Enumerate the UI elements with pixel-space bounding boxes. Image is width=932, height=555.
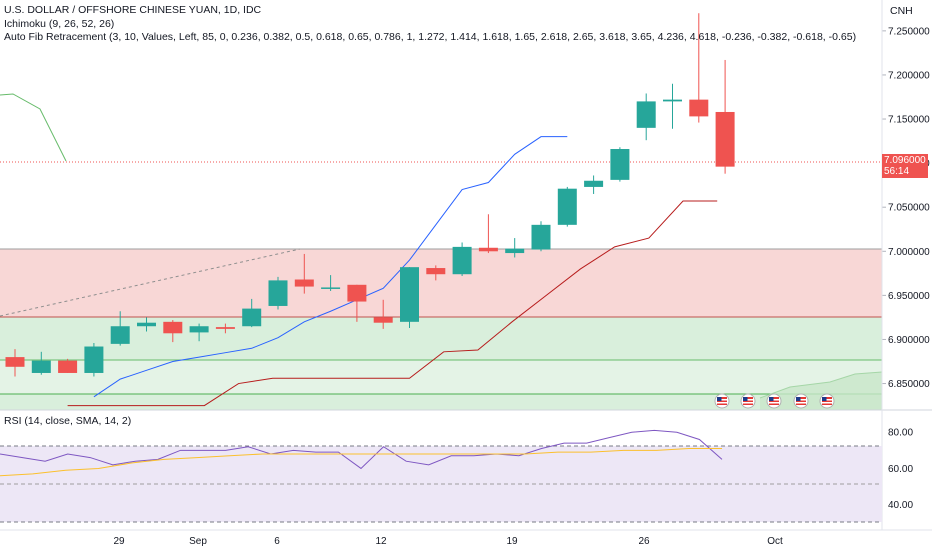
candle-body	[137, 322, 156, 327]
candle-body	[321, 287, 341, 289]
candle[interactable]	[5, 349, 25, 377]
candle-body	[347, 284, 367, 302]
candle-body	[715, 111, 735, 167]
time-tick-label: Sep	[189, 536, 207, 547]
candle-body	[400, 267, 419, 322]
candle[interactable]	[557, 186, 577, 227]
candle-body	[268, 280, 288, 306]
time-tick-label: Oct	[767, 536, 783, 547]
rsi-legend[interactable]: RSI (14, close, SMA, 14, 2)	[4, 415, 132, 427]
candle-body	[531, 224, 551, 250]
candle-body	[689, 99, 709, 117]
candle-body	[557, 188, 577, 225]
candle-body	[5, 357, 25, 367]
rsi-tick-label: 60.00	[888, 464, 913, 475]
candle[interactable]	[163, 320, 183, 343]
fib-band-bottom	[0, 394, 882, 410]
candle-body	[84, 346, 104, 373]
candle[interactable]	[689, 13, 709, 123]
time-tick-label: 19	[506, 536, 518, 547]
price-tick-label: 7.250000	[888, 26, 930, 37]
rsi-tick-label: 40.00	[888, 500, 913, 511]
candle-body	[163, 321, 183, 334]
candle[interactable]	[663, 83, 682, 129]
fib-band-upper	[0, 249, 882, 317]
last-price-tag: 7.096000 56:14	[882, 154, 928, 178]
candle-body	[373, 317, 393, 323]
time-tick-label: 29	[113, 536, 125, 547]
candle[interactable]	[400, 267, 419, 328]
candle-body	[189, 326, 209, 333]
us-flag-icon[interactable]	[766, 393, 782, 409]
candle-body	[636, 101, 656, 128]
time-tick-label: 26	[638, 536, 650, 547]
candle-body	[584, 180, 604, 187]
candle[interactable]	[137, 317, 156, 332]
ichimoku-legend[interactable]: Ichimoku (9, 26, 52, 26)	[4, 18, 115, 30]
us-flag-icon[interactable]	[740, 393, 756, 409]
rsi-line	[0, 429, 723, 470]
candle[interactable]	[505, 238, 525, 258]
price-tick-label: 7.000000	[888, 247, 930, 258]
ichimoku-cloud-edge	[759, 371, 883, 399]
candle[interactable]	[31, 351, 51, 375]
candle[interactable]	[531, 221, 551, 252]
candle[interactable]	[478, 214, 498, 254]
candle[interactable]	[373, 299, 393, 329]
candle[interactable]	[242, 298, 262, 328]
price-tick-label: 7.200000	[888, 70, 930, 81]
us-flag-icon[interactable]	[714, 393, 730, 409]
candle-body	[505, 248, 525, 254]
candle-body	[478, 247, 498, 252]
price-tick-label: 6.850000	[888, 379, 930, 390]
candle-body	[426, 268, 446, 275]
candle-body	[294, 279, 314, 287]
rsi-ma-line	[0, 448, 722, 477]
candle-body	[58, 360, 78, 373]
candle[interactable]	[426, 265, 446, 281]
candle[interactable]	[110, 311, 130, 346]
candle-body	[610, 149, 630, 180]
candle[interactable]	[268, 276, 288, 310]
candle[interactable]	[215, 323, 235, 334]
candle[interactable]	[584, 175, 604, 194]
candle[interactable]	[347, 284, 367, 322]
candle[interactable]	[610, 147, 630, 182]
candle-body	[31, 360, 51, 373]
candle[interactable]	[715, 59, 735, 174]
tenkan-line	[93, 136, 568, 398]
us-flag-icon[interactable]	[793, 393, 809, 409]
currency-label: CNH	[890, 5, 913, 17]
price-tick-label: 6.950000	[888, 291, 930, 302]
ichimoku-cloud	[760, 372, 882, 410]
candle-body	[663, 99, 682, 102]
candle[interactable]	[452, 242, 472, 276]
us-flag-icon[interactable]	[819, 393, 835, 409]
candle[interactable]	[636, 93, 656, 141]
candle[interactable]	[294, 253, 314, 294]
chikou-span	[0, 93, 67, 162]
candle-body	[452, 246, 472, 275]
countdown: 56:14	[884, 166, 910, 177]
fib-legend[interactable]: Auto Fib Retracement (3, 10, Values, Lef…	[4, 31, 857, 43]
kijun-line	[67, 200, 718, 407]
rsi-tick-label: 80.00	[888, 428, 913, 439]
candle[interactable]	[189, 323, 209, 342]
candle-body	[215, 327, 235, 329]
time-tick-label: 12	[375, 536, 387, 547]
price-tick-label: 7.150000	[888, 115, 930, 126]
symbol-title[interactable]: U.S. DOLLAR / OFFSHORE CHINESE YUAN, 1D,…	[4, 4, 262, 16]
candle-body	[110, 326, 130, 344]
price-tick-label: 7.050000	[888, 203, 930, 214]
price-tick-label: 6.900000	[888, 335, 930, 346]
candle[interactable]	[58, 358, 78, 373]
last-price-value: 7.096000	[884, 155, 926, 166]
time-tick-label: 6	[274, 536, 280, 547]
candle-body	[242, 308, 262, 327]
candle[interactable]	[84, 342, 104, 377]
candle[interactable]	[321, 275, 341, 291]
fib-band-lower	[0, 360, 882, 394]
